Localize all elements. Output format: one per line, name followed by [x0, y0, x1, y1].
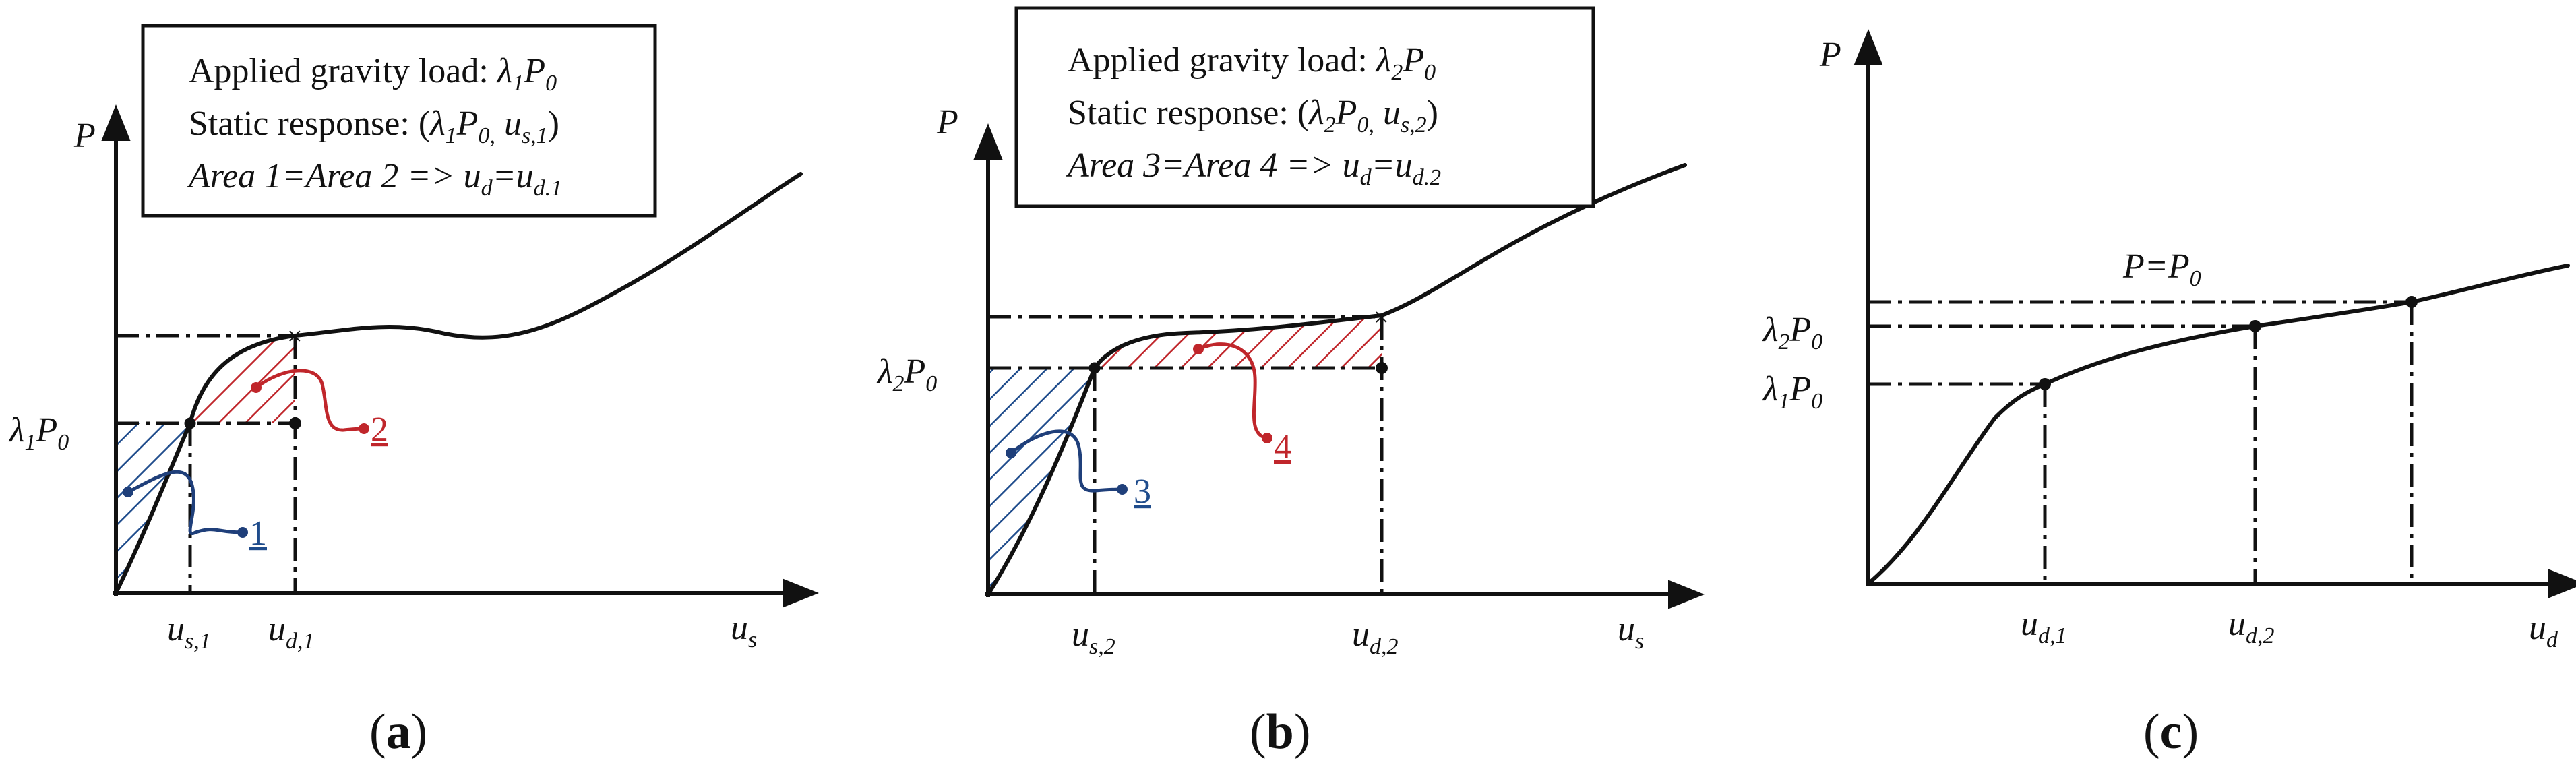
x-tick-ud2: ud,2: [1352, 615, 1399, 659]
area-2-hatch: [190, 336, 295, 423]
area-label-1: 1: [249, 514, 267, 553]
point-ud2: [1376, 362, 1388, 374]
leader-area-3: [1009, 429, 1124, 493]
x-tick-ud1: ud,1: [268, 610, 315, 654]
info-box-b-line-2: Static response: (λ2P0, us,2): [1068, 94, 1438, 137]
leader-area-2-end: [359, 423, 369, 434]
leader-area-1-start: [123, 487, 133, 497]
leader-area-4: [1196, 342, 1269, 440]
annotation-P-equals-P0: P=P0: [2122, 247, 2201, 291]
info-box-a-line-3: Area 1=Area 2 => ud=ud.1: [187, 157, 562, 201]
point-us2: [1088, 362, 1101, 374]
leader-area-2: [254, 369, 366, 432]
pushover-curve-a: [114, 172, 803, 595]
info-box-a: [141, 24, 657, 218]
x-axis-label-b: us: [1618, 610, 1644, 654]
y-axis-label-c: P: [1819, 36, 1841, 74]
area-label-4: 4: [1274, 428, 1291, 466]
caption-c: (c): [2143, 704, 2199, 760]
y-tick-lambda2P0-c: λ2P0: [1762, 311, 1822, 354]
x-axis-label-a: us: [731, 609, 757, 652]
x-tick-us1: us,1: [167, 610, 211, 654]
panel-c: P=P0 P ud λ2P0 λ1P0 ud,1 ud,2 (c): [1762, 29, 2576, 760]
info-box-b: [1014, 6, 1595, 208]
info-box-b-line-3: Area 3=Area 4 => ud=ud.2: [1066, 146, 1441, 190]
caption-a: (a): [369, 704, 427, 760]
info-box-a-line-2: Static response: (λ1P0, us,1): [189, 104, 559, 148]
y-tick-lambda1P0-c: λ1P0: [1762, 370, 1822, 414]
y-axis-label-b: P: [936, 103, 958, 142]
leader-area-4-end: [1262, 433, 1272, 443]
panel-a: × 1 2 P us λ1P0 us,1 ud,1 Applied gravit…: [8, 24, 819, 760]
pushover-curve-c: [1866, 264, 2570, 586]
leader-area-3-end: [1117, 484, 1128, 495]
x-tick-ud1-c: ud,1: [2021, 605, 2067, 648]
point-ud1-c: [2039, 378, 2051, 390]
peak-cross-b: ×: [1374, 302, 1389, 332]
caption-b: (b): [1250, 704, 1310, 760]
x-axis-label-c: ud: [2529, 609, 2558, 652]
y-axis-label-a: P: [73, 117, 96, 155]
leader-area-4-start: [1193, 344, 1204, 354]
leader-area-3-start: [1006, 448, 1016, 458]
info-box-b-line-1: Applied gravity load: λ2P0: [1068, 41, 1436, 85]
area-label-3: 3: [1134, 472, 1151, 511]
point-ud2-c: [2249, 320, 2261, 332]
leader-area-1: [126, 470, 245, 535]
area-3-hatch: [988, 368, 1095, 594]
pushover-curve-b: [986, 163, 1687, 596]
area-label-2: 2: [371, 410, 388, 449]
point-P0-c: [2405, 296, 2418, 308]
x-tick-us2: us,2: [1072, 615, 1115, 659]
x-tick-ud2-c: ud,2: [2228, 605, 2275, 648]
panel-b: × 3 4 P us λ2P0 us,2 ud,2 Applied gravit…: [876, 6, 1705, 760]
point-ud1: [289, 417, 301, 429]
leader-area-2-start: [251, 382, 262, 393]
point-us1: [184, 417, 196, 429]
peak-cross-a: ×: [287, 321, 303, 351]
info-box-a-line-1: Applied gravity load: λ1P0: [189, 52, 557, 96]
leader-area-1-end: [237, 527, 248, 538]
y-tick-lambda1P0-a: λ1P0: [8, 411, 69, 455]
y-tick-lambda2P0-b: λ2P0: [876, 352, 937, 396]
area-4-hatch: [1095, 317, 1382, 368]
